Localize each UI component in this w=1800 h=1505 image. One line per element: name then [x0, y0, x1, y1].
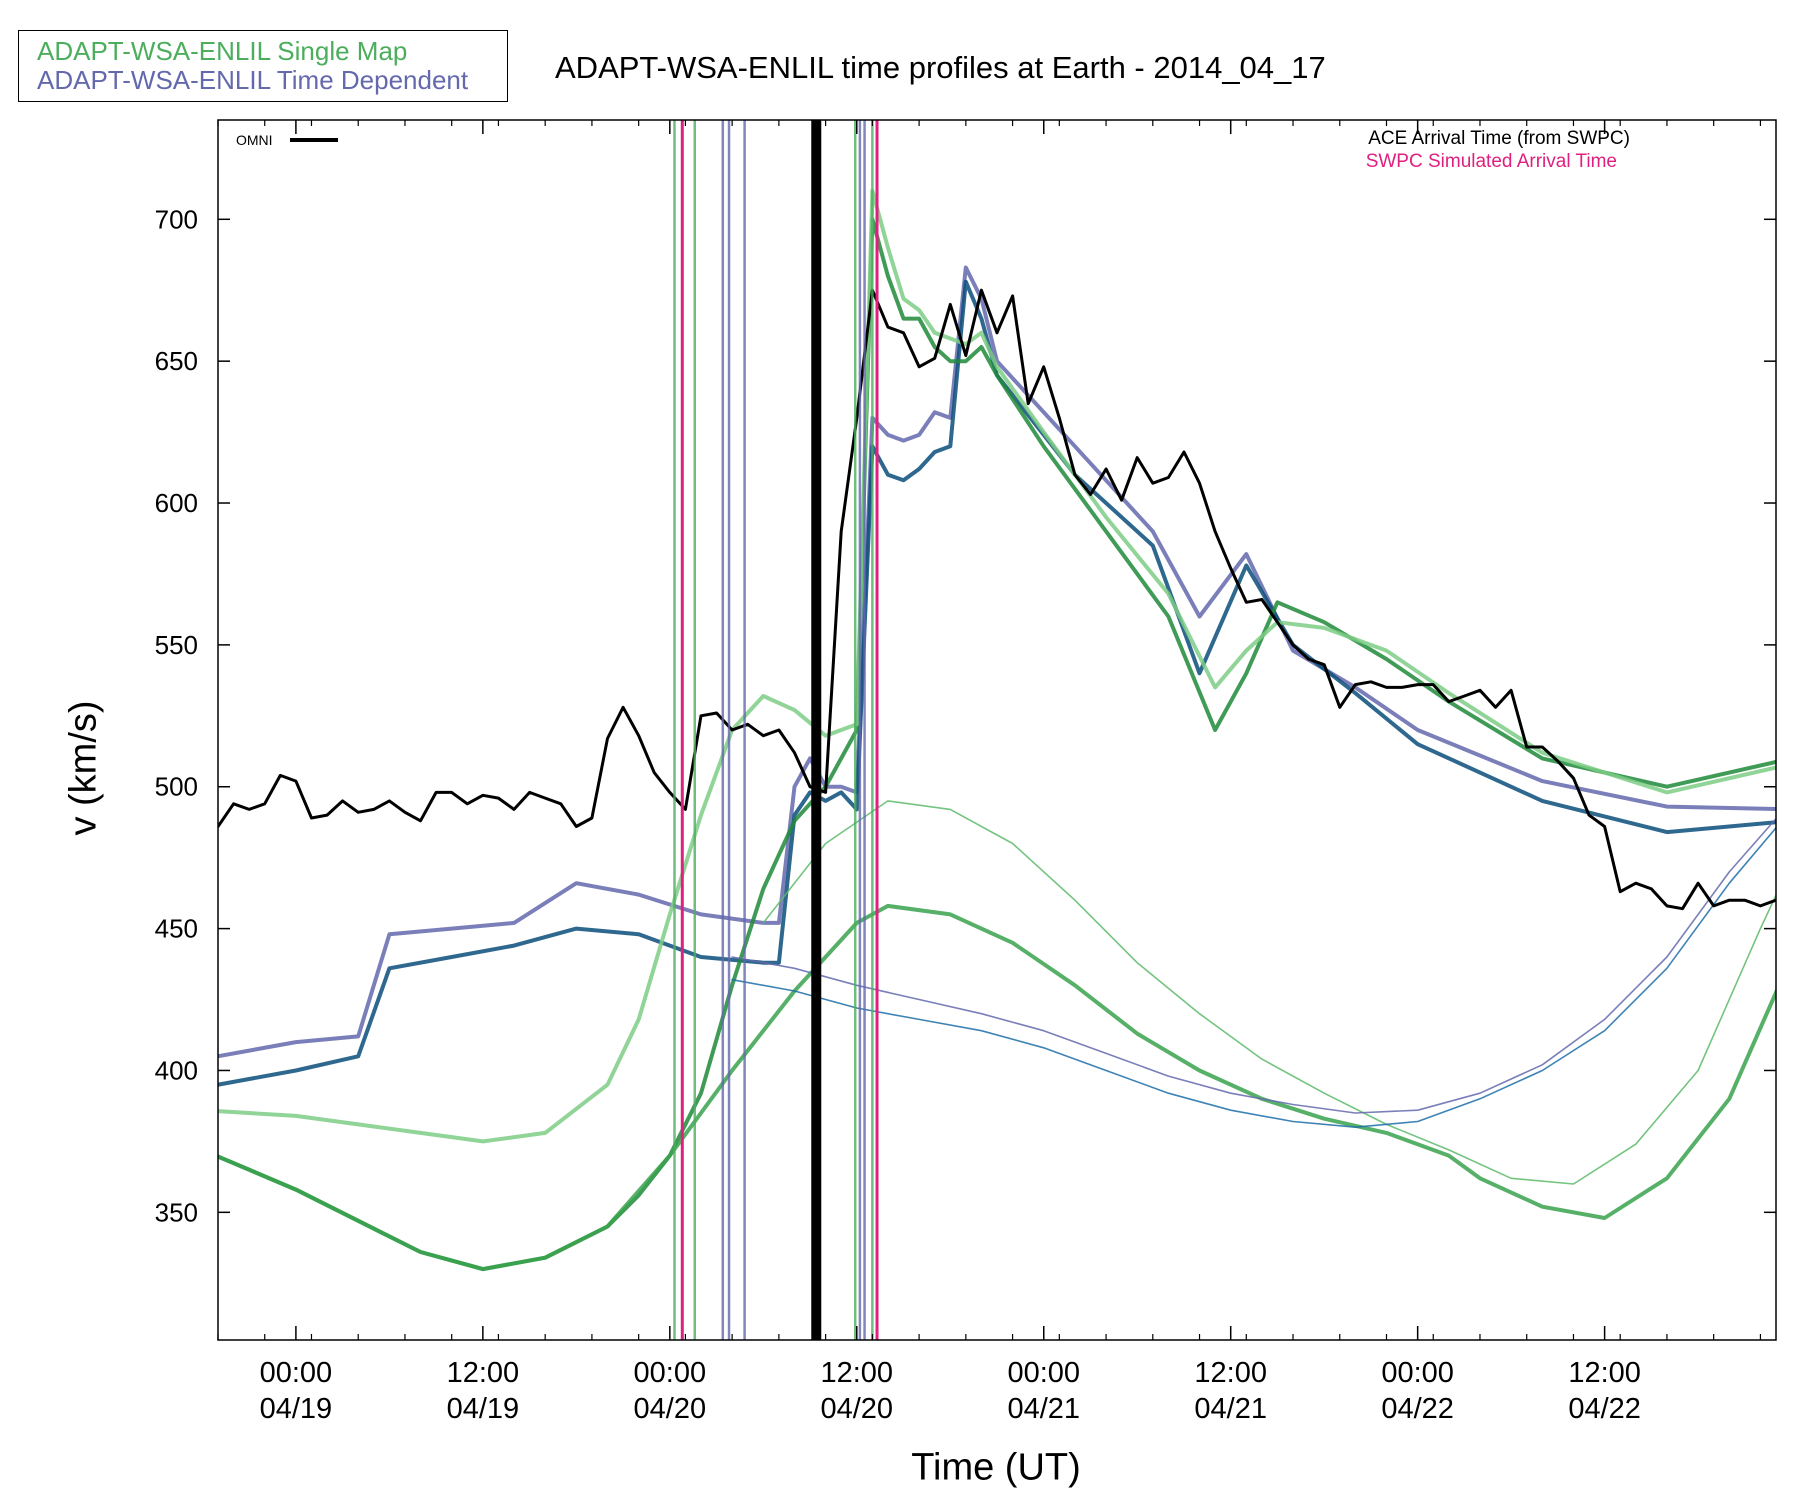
- legend-ace-arrival: ACE Arrival Time (from SWPC): [1368, 128, 1630, 149]
- y-tick-label: 650: [155, 346, 198, 376]
- y-tick-label: 500: [155, 772, 198, 802]
- x-tick-label-date: 04/20: [820, 1393, 893, 1425]
- y-tick-label: 450: [155, 914, 198, 944]
- y-axis-label: v (km/s): [62, 700, 105, 836]
- x-tick-label-date: 04/22: [1381, 1393, 1454, 1425]
- legend-single-map: ADAPT-WSA-ENLIL Single Map: [37, 36, 408, 66]
- x-tick-label-date: 04/19: [447, 1393, 520, 1425]
- legend-swpc-arrival: SWPC Simulated Arrival Time: [1366, 151, 1617, 172]
- x-tick-label-date: 04/21: [1194, 1393, 1267, 1425]
- series-line-0: [218, 265, 1776, 1059]
- x-tick-label-date: 04/22: [1568, 1393, 1641, 1425]
- series-omni-line: [218, 288, 1776, 911]
- y-tick-label: 700: [155, 204, 198, 234]
- x-tick-label-time: 12:00: [447, 1357, 520, 1389]
- series-line-5: [762, 800, 1776, 1185]
- x-tick-label-time: 00:00: [1007, 1357, 1080, 1389]
- series-line-2: [218, 217, 1776, 1272]
- series-line-3: [218, 188, 1776, 1144]
- x-tick-label-time: 00:00: [260, 1357, 333, 1389]
- x-tick-label-time: 12:00: [1194, 1357, 1267, 1389]
- legend-omni-label: OMNI: [236, 132, 273, 148]
- y-tick-label: 600: [155, 488, 198, 518]
- series-legend: ADAPT-WSA-ENLIL Single Map ADAPT-WSA-ENL…: [18, 30, 508, 102]
- x-tick-label-time: 12:00: [820, 1357, 893, 1389]
- plot-frame: [217, 119, 1777, 1341]
- chart-title: ADAPT-WSA-ENLIL time profiles at Earth -…: [555, 50, 1326, 85]
- series-line-1: [218, 279, 1776, 1087]
- y-tick-label: 550: [155, 630, 198, 660]
- series-line-7: [731, 826, 1776, 1128]
- y-tick-label: 400: [155, 1055, 198, 1085]
- x-tick-label-date: 04/20: [634, 1393, 707, 1425]
- x-axis-label: Time (UT): [911, 1446, 1081, 1489]
- legend-time-dependent: ADAPT-WSA-ENLIL Time Dependent: [37, 65, 469, 95]
- x-tick-label-time: 00:00: [1381, 1357, 1454, 1389]
- series-line-6: [731, 817, 1776, 1114]
- x-tick-label-time: 00:00: [634, 1357, 707, 1389]
- x-tick-label-date: 04/21: [1007, 1393, 1080, 1425]
- y-tick-label: 350: [155, 1197, 198, 1227]
- x-tick-label-time: 12:00: [1568, 1357, 1641, 1389]
- x-tick-label-date: 04/19: [260, 1393, 333, 1425]
- series-line-4: [218, 903, 1776, 1272]
